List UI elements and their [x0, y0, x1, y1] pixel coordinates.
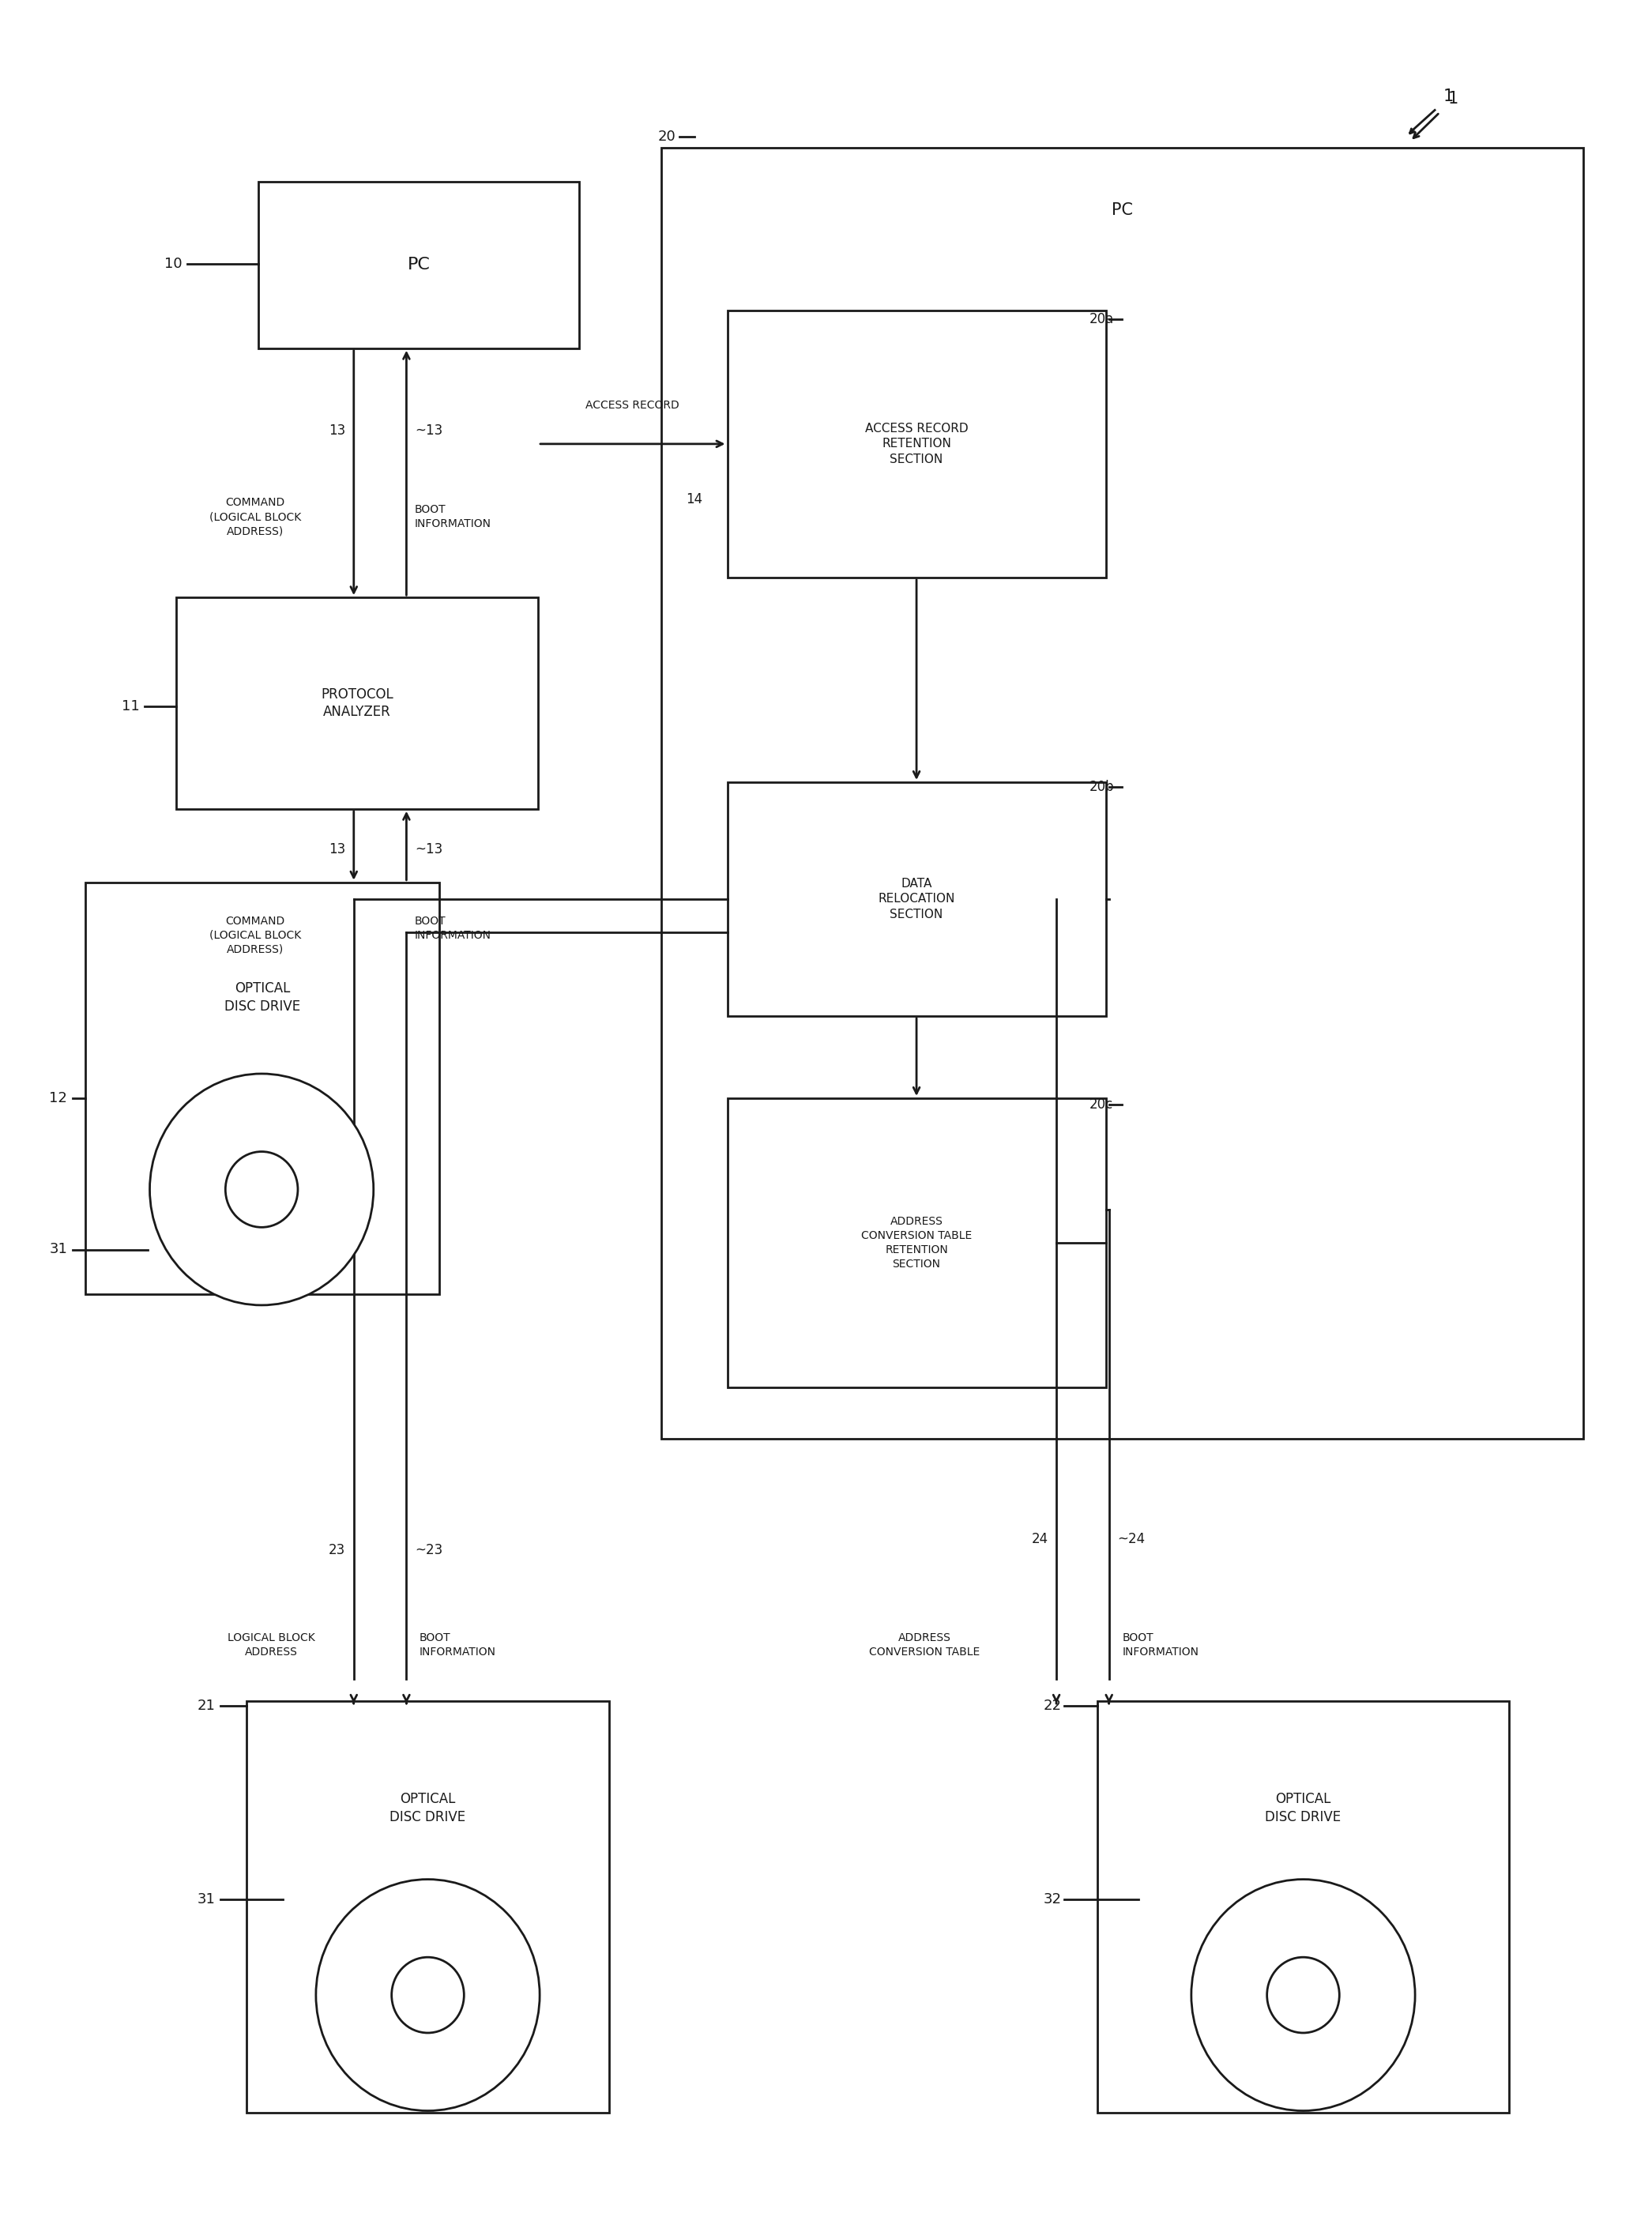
Bar [258, 181, 580, 348]
Bar [727, 310, 1105, 578]
Ellipse shape [1267, 1957, 1340, 2033]
Text: 20a: 20a [1089, 312, 1113, 326]
Bar [727, 781, 1105, 1016]
Text: 20b: 20b [1089, 779, 1113, 795]
Text: 23: 23 [329, 1542, 345, 1558]
Text: 31: 31 [50, 1243, 68, 1257]
Text: 13: 13 [329, 424, 345, 437]
Bar [727, 1098, 1105, 1388]
Text: ADDRESS
CONVERSION TABLE
RETENTION
SECTION: ADDRESS CONVERSION TABLE RETENTION SECTI… [861, 1216, 971, 1270]
Text: PC: PC [408, 257, 430, 272]
Text: DATA
RELOCATION
SECTION: DATA RELOCATION SECTION [877, 877, 955, 920]
Text: ACCESS RECORD
RETENTION
SECTION: ACCESS RECORD RETENTION SECTION [866, 422, 968, 464]
Ellipse shape [150, 1074, 373, 1306]
Text: ADDRESS
CONVERSION TABLE: ADDRESS CONVERSION TABLE [869, 1632, 980, 1658]
Text: BOOT
INFORMATION: BOOT INFORMATION [415, 504, 491, 529]
Bar [1097, 1701, 1508, 2114]
Ellipse shape [316, 1879, 540, 2111]
Text: 32: 32 [1042, 1893, 1061, 1906]
Text: 11: 11 [122, 699, 140, 714]
Ellipse shape [392, 1957, 464, 2033]
Bar [177, 598, 539, 808]
Bar [246, 1701, 610, 2114]
Text: ~13: ~13 [415, 424, 443, 437]
Text: ~13: ~13 [415, 841, 443, 857]
Text: BOOT
INFORMATION: BOOT INFORMATION [420, 1632, 496, 1658]
Text: 14: 14 [686, 493, 702, 507]
Text: ACCESS RECORD: ACCESS RECORD [586, 400, 679, 411]
Text: 13: 13 [329, 841, 345, 857]
Text: 24: 24 [1031, 1531, 1047, 1547]
Text: 1: 1 [1444, 89, 1454, 105]
Text: 22: 22 [1042, 1699, 1061, 1712]
Text: PROTOCOL
ANALYZER: PROTOCOL ANALYZER [320, 687, 393, 719]
Text: PC: PC [1112, 203, 1133, 219]
Text: OPTICAL
DISC DRIVE: OPTICAL DISC DRIVE [1265, 1792, 1341, 1824]
Text: 12: 12 [50, 1091, 68, 1105]
Text: OPTICAL
DISC DRIVE: OPTICAL DISC DRIVE [225, 982, 301, 1013]
Text: COMMAND
(LOGICAL BLOCK
ADDRESS): COMMAND (LOGICAL BLOCK ADDRESS) [210, 498, 301, 536]
Ellipse shape [225, 1152, 297, 1228]
Text: 21: 21 [198, 1699, 215, 1712]
Text: 31: 31 [198, 1893, 215, 1906]
Ellipse shape [1191, 1879, 1416, 2111]
Text: BOOT
INFORMATION: BOOT INFORMATION [415, 915, 491, 942]
Text: BOOT
INFORMATION: BOOT INFORMATION [1122, 1632, 1199, 1658]
Text: ~24: ~24 [1117, 1531, 1145, 1547]
Text: ~23: ~23 [415, 1542, 443, 1558]
Text: LOGICAL BLOCK
ADDRESS: LOGICAL BLOCK ADDRESS [228, 1632, 316, 1658]
Text: 10: 10 [165, 257, 182, 270]
Text: 20c: 20c [1089, 1098, 1113, 1112]
Text: 1: 1 [1447, 92, 1459, 107]
Bar [661, 147, 1583, 1440]
Text: COMMAND
(LOGICAL BLOCK
ADDRESS): COMMAND (LOGICAL BLOCK ADDRESS) [210, 915, 301, 955]
Bar [86, 882, 439, 1295]
Text: 20: 20 [657, 129, 676, 143]
Text: OPTICAL
DISC DRIVE: OPTICAL DISC DRIVE [390, 1792, 466, 1824]
